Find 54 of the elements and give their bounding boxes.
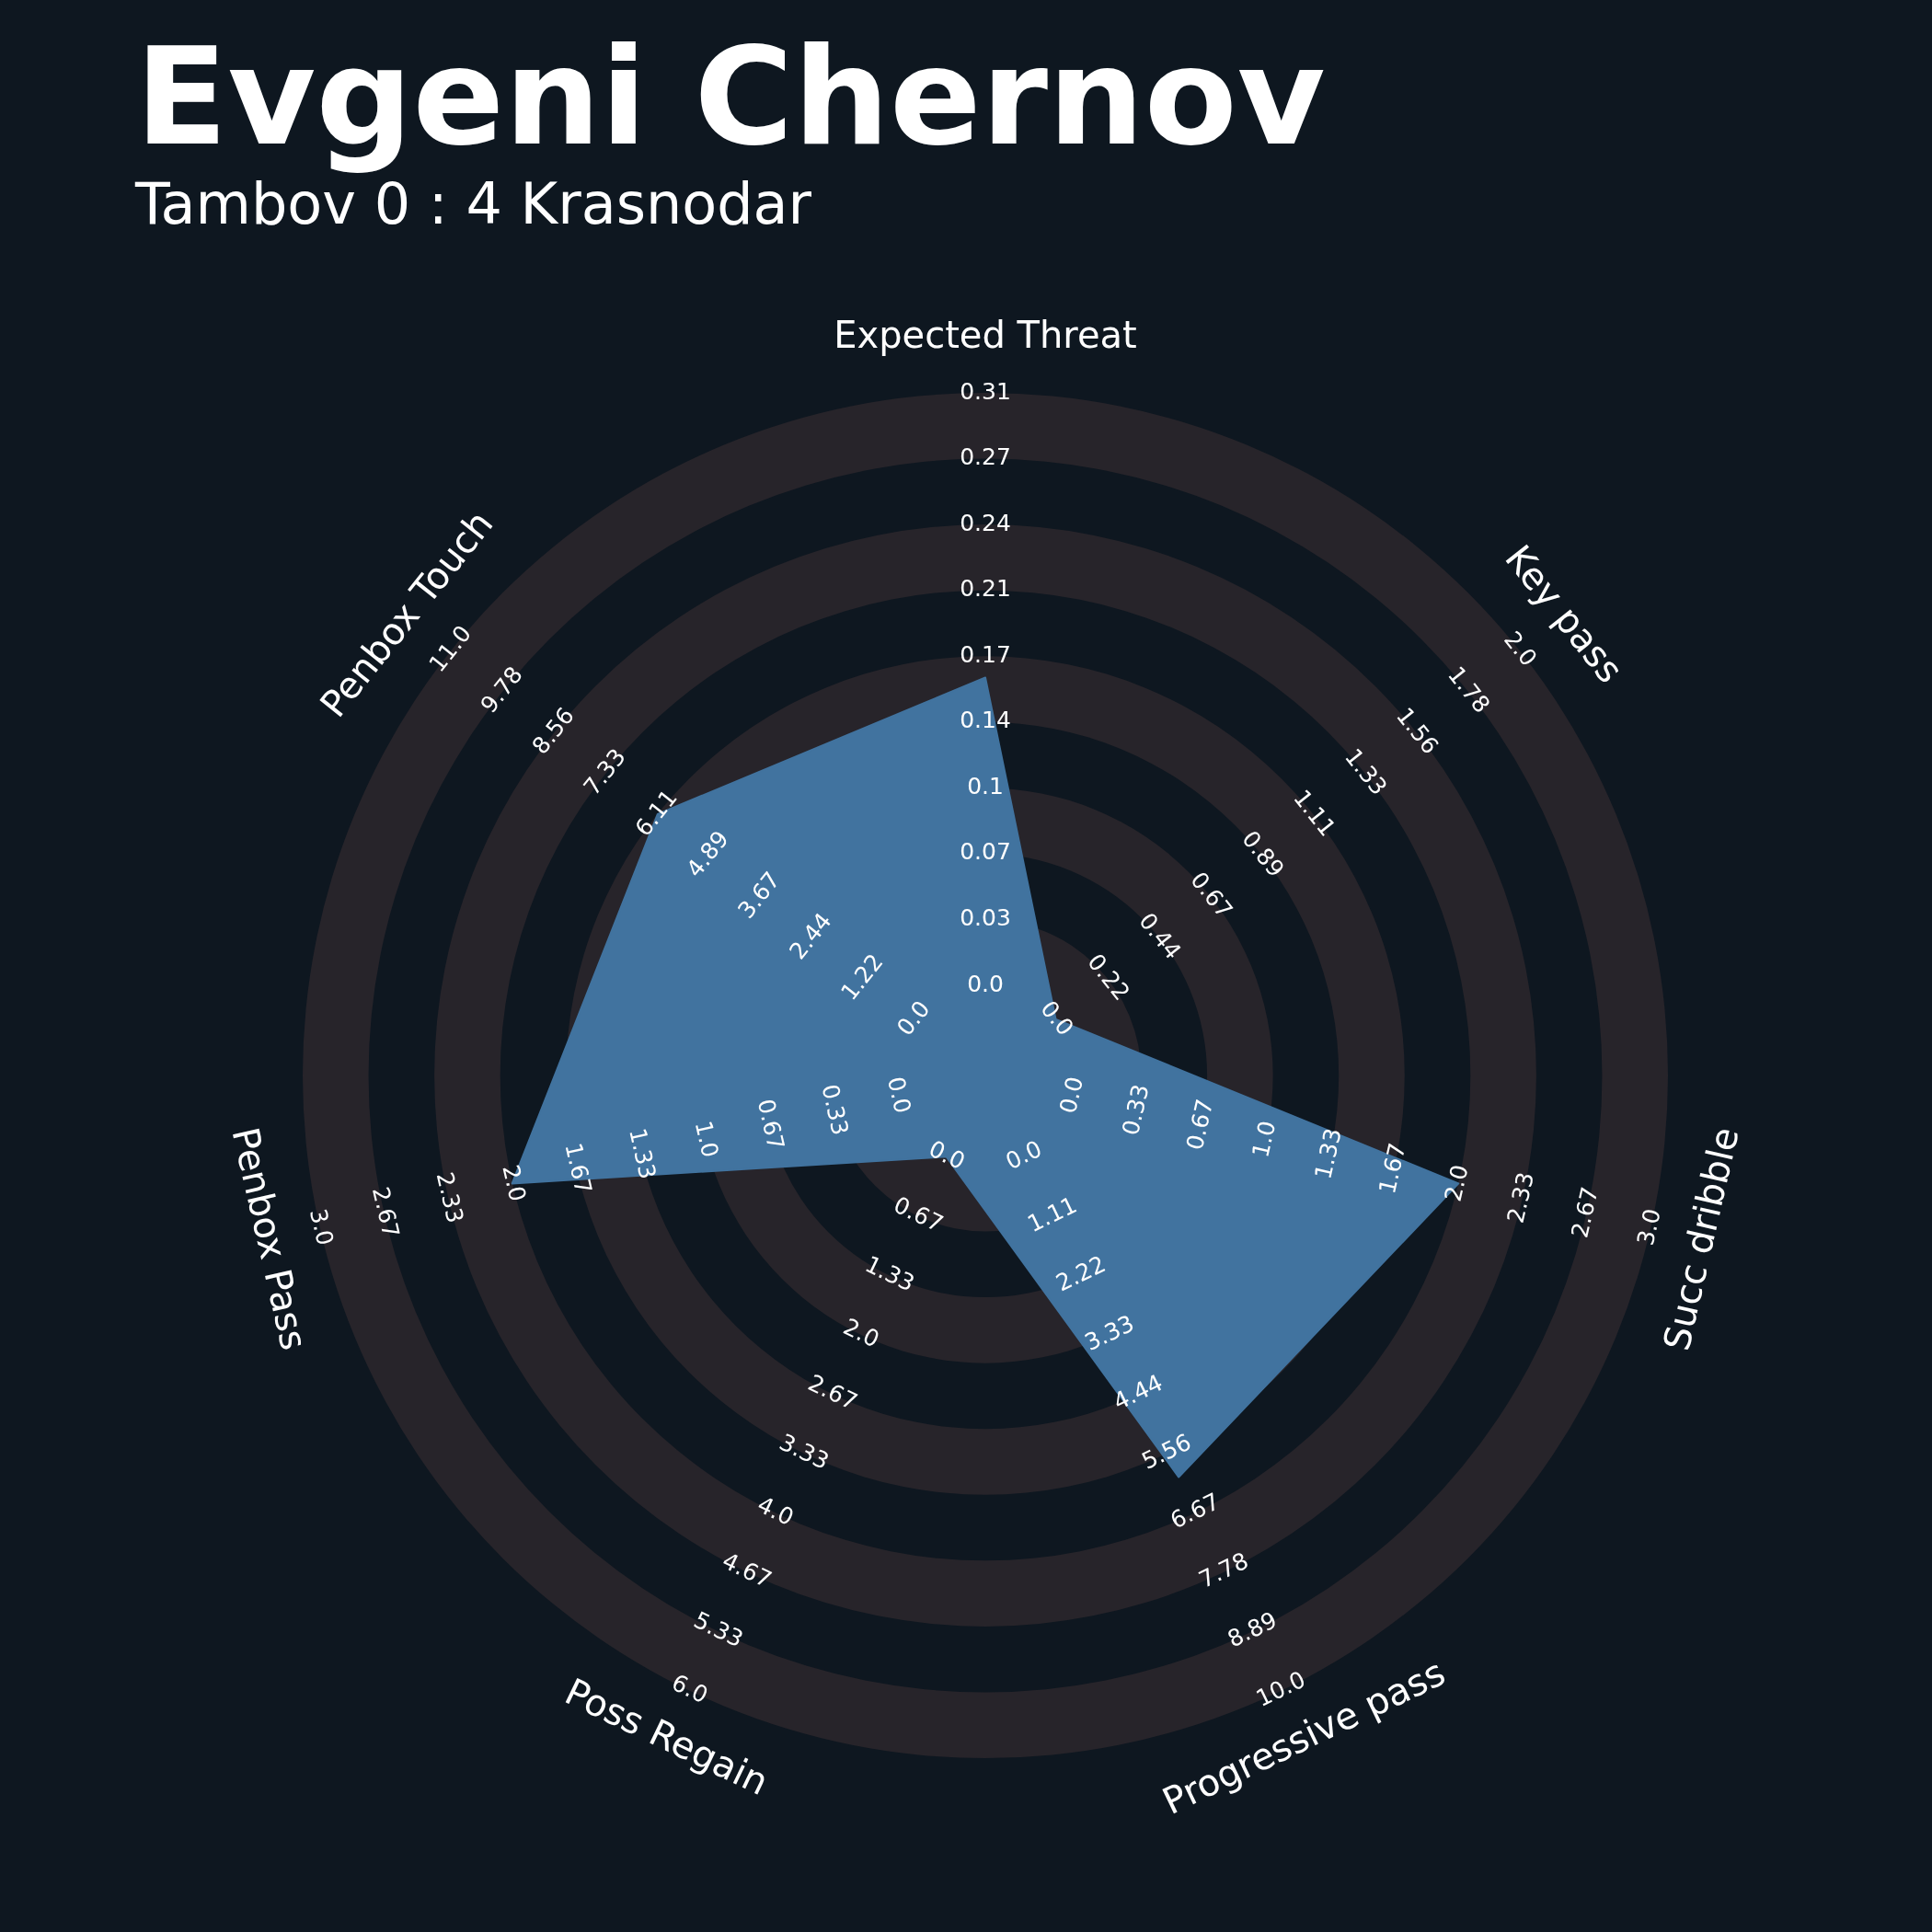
text: 0.33 xyxy=(1116,1081,1155,1138)
text: 2.0 xyxy=(1498,626,1543,672)
text: 0.0 xyxy=(967,970,1004,997)
text: 0.0 xyxy=(1035,995,1079,1041)
text: 3.0 xyxy=(1631,1206,1667,1248)
text: 0.21 xyxy=(960,575,1011,603)
text: 2.67 xyxy=(1566,1184,1604,1241)
text: 0.0 xyxy=(891,995,936,1041)
text: 0.03 xyxy=(960,903,1011,931)
text: 1.67 xyxy=(559,1140,597,1197)
text: 0.07 xyxy=(960,838,1011,866)
text: 3.33 xyxy=(1080,1309,1139,1357)
text: 2.0 xyxy=(497,1162,532,1204)
text: 0.27 xyxy=(960,443,1011,471)
text: 5.33 xyxy=(689,1606,748,1653)
text: 10.0 xyxy=(1251,1665,1310,1712)
text: 7.78 xyxy=(1194,1547,1253,1593)
text: 3.33 xyxy=(775,1428,834,1475)
text: 2.22 xyxy=(1052,1250,1110,1297)
text: 0.67 xyxy=(752,1096,790,1153)
text: 2.67 xyxy=(803,1369,862,1416)
text: 4.0 xyxy=(753,1490,799,1531)
text: 2.33 xyxy=(431,1169,469,1226)
text: 6.0 xyxy=(667,1669,713,1709)
text: 0.31 xyxy=(960,377,1011,405)
text: 5.56 xyxy=(1137,1428,1196,1475)
text: 1.0 xyxy=(1247,1118,1282,1160)
text: 3.0 xyxy=(304,1206,339,1248)
text: 0.0 xyxy=(1053,1074,1089,1116)
text: 0.17 xyxy=(960,640,1011,668)
text: 0.1 xyxy=(967,772,1004,799)
text: 2.0 xyxy=(839,1313,884,1353)
text: 0.0 xyxy=(881,1074,917,1116)
spoke-label: Expected Threat xyxy=(834,314,1137,357)
text: 0.24 xyxy=(960,509,1011,536)
text: 0.0 xyxy=(1001,1134,1046,1176)
text: 6.67 xyxy=(1166,1488,1225,1535)
text: 2.33 xyxy=(1501,1169,1540,1226)
text: 0.67 xyxy=(1180,1096,1219,1153)
text: 1.11 xyxy=(1023,1190,1082,1238)
text: 2.67 xyxy=(366,1184,405,1241)
text: 0.33 xyxy=(816,1081,855,1138)
text: 0.0 xyxy=(925,1134,970,1176)
text: 1.33 xyxy=(860,1250,919,1297)
text: 4.44 xyxy=(1109,1369,1167,1416)
chart-title: Evgeni Chernov xyxy=(135,18,1326,176)
text: 0.67 xyxy=(889,1190,948,1238)
text: 1.33 xyxy=(624,1125,661,1182)
text: 1.0 xyxy=(689,1118,724,1160)
text: 4.67 xyxy=(718,1547,776,1593)
text: 1.33 xyxy=(1309,1125,1347,1182)
text: 1.67 xyxy=(1374,1140,1411,1197)
text: 2.0 xyxy=(1439,1162,1474,1204)
text: 8.89 xyxy=(1223,1606,1282,1653)
